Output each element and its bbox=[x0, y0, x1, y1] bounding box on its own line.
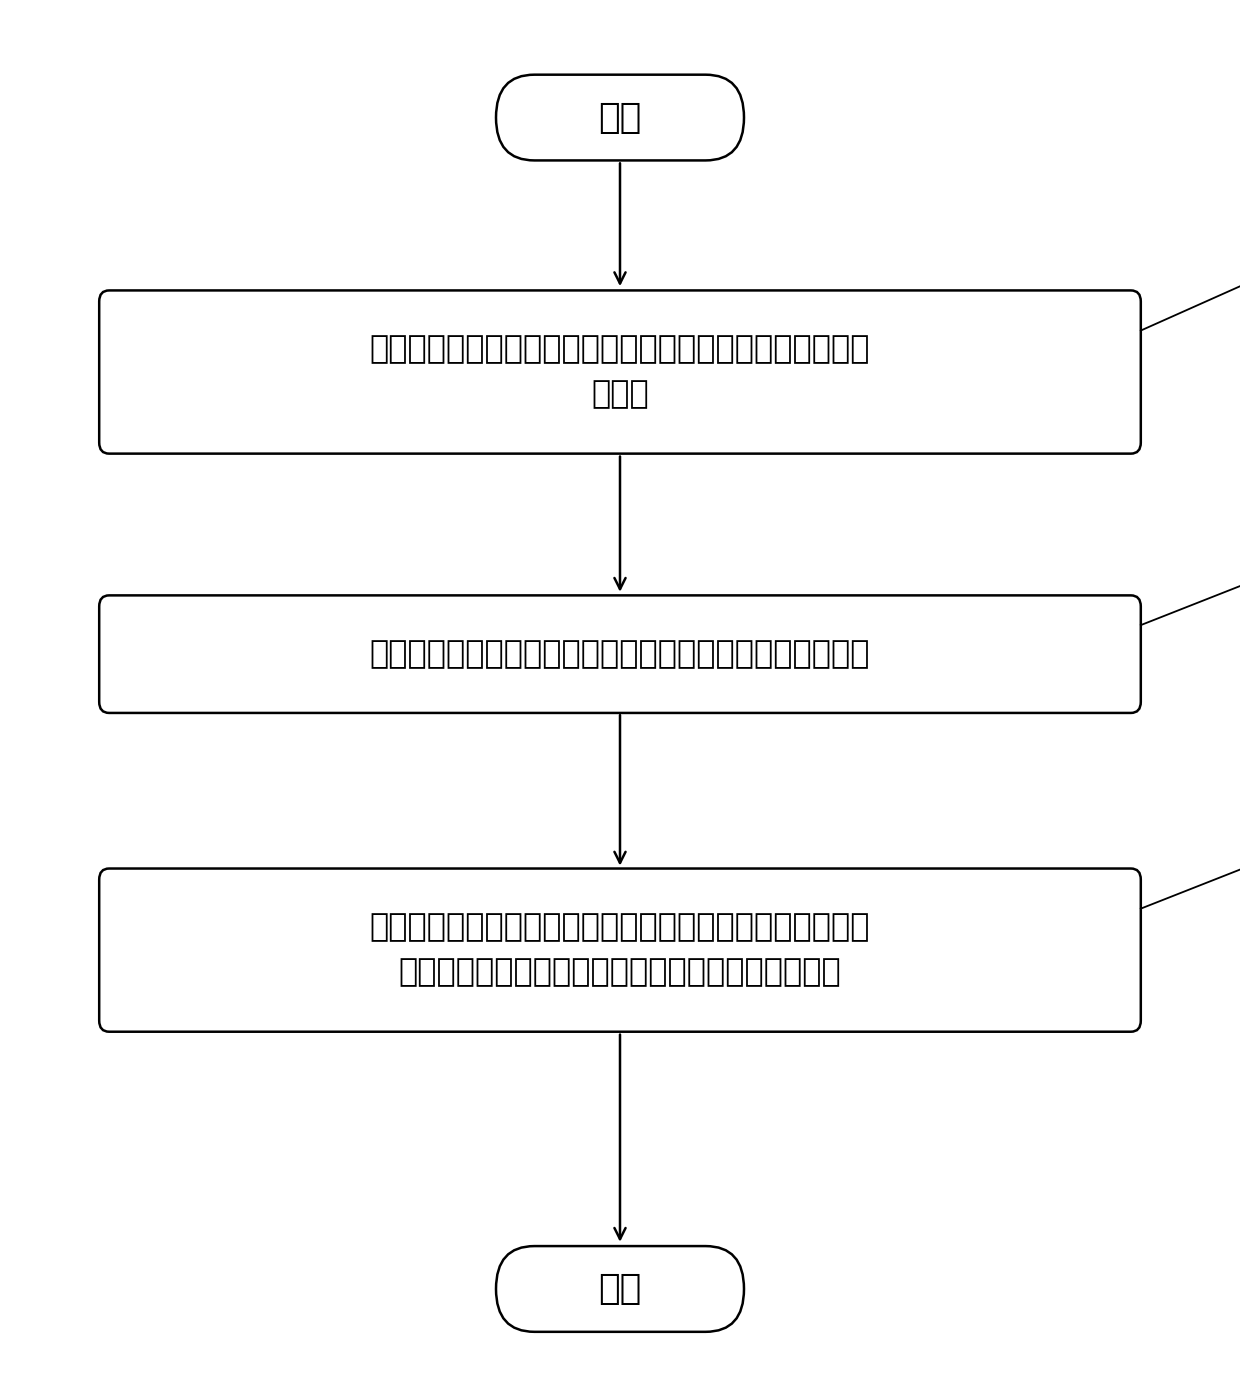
Text: 利用具有离子分析功能的仪器分析转化后的溶解性无机卤，
以分析测量所述待测量水样中的溶解性有机卤的含量: 利用具有离子分析功能的仪器分析转化后的溶解性无机卤， 以分析测量所述待测量水样中… bbox=[370, 911, 870, 989]
FancyBboxPatch shape bbox=[99, 869, 1141, 1032]
Text: 采用电渗析技术分离待测量水样中的溶解性无机卤与溶解性
有机卤: 采用电渗析技术分离待测量水样中的溶解性无机卤与溶解性 有机卤 bbox=[370, 333, 870, 411]
Text: 结束: 结束 bbox=[599, 1272, 641, 1306]
FancyBboxPatch shape bbox=[99, 595, 1141, 714]
FancyBboxPatch shape bbox=[496, 1246, 744, 1332]
FancyBboxPatch shape bbox=[496, 75, 744, 160]
Text: 开始: 开始 bbox=[599, 101, 641, 134]
FancyBboxPatch shape bbox=[99, 290, 1141, 454]
Text: 采用光催化技术转化被分离的溶解性有机卤为溶解性无机卤: 采用光催化技术转化被分离的溶解性有机卤为溶解性无机卤 bbox=[370, 639, 870, 669]
